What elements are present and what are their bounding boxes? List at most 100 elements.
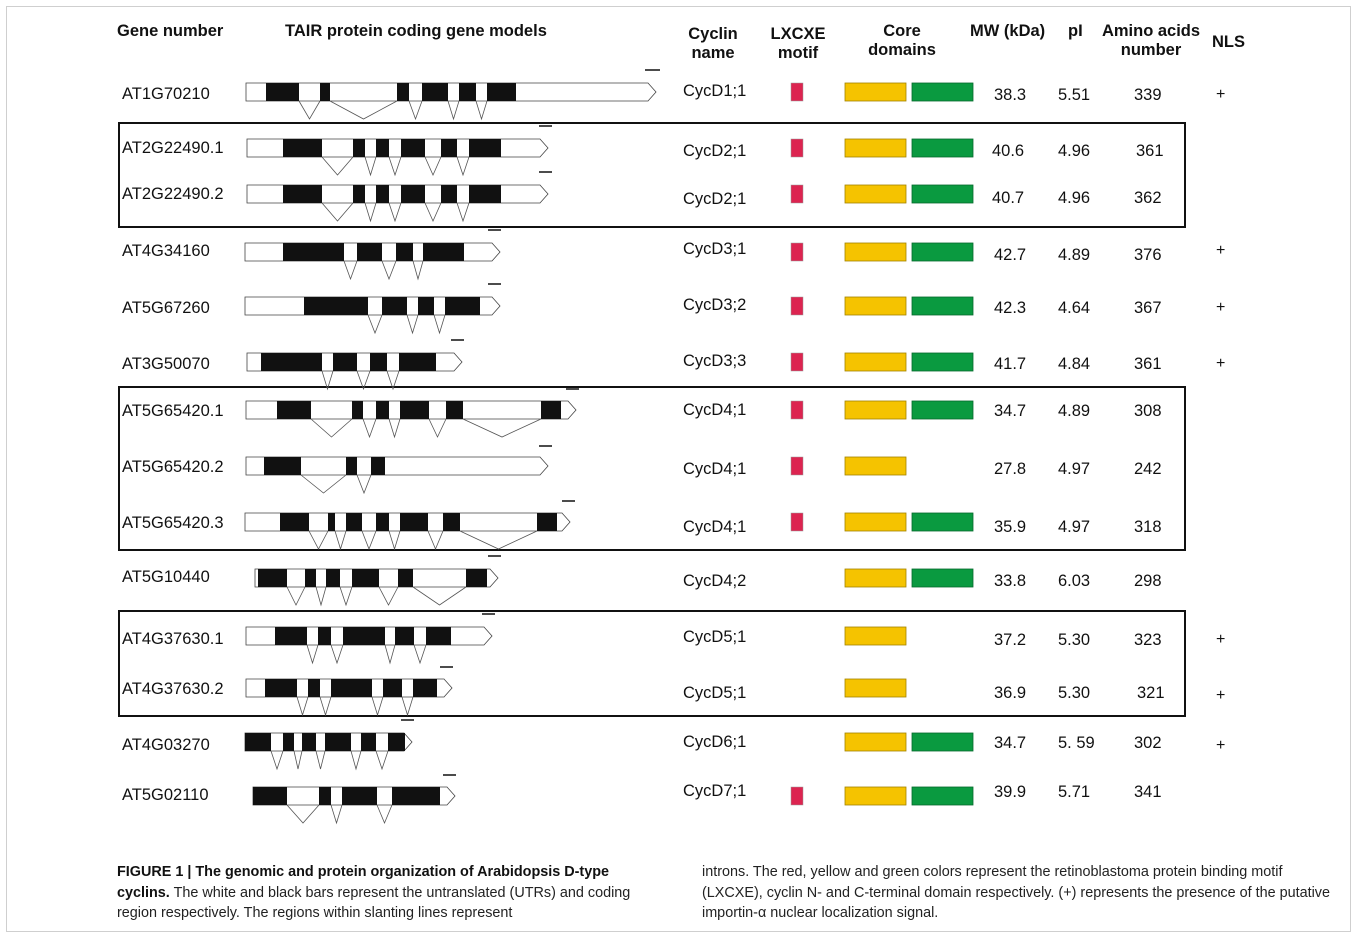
intron-line-1-3 bbox=[408, 100, 423, 121]
lxcxe-motif-9 bbox=[790, 512, 804, 532]
intron-gap-2-2 bbox=[365, 139, 376, 157]
aa-value: 367 bbox=[1134, 299, 1162, 317]
intron-gap-8-2 bbox=[357, 457, 371, 475]
intron-line-12-3 bbox=[371, 696, 384, 717]
exon-10-6 bbox=[466, 569, 487, 587]
intron-line-14-3 bbox=[376, 804, 393, 825]
intron-gap-5-2 bbox=[407, 297, 418, 315]
exon-1-4 bbox=[422, 83, 448, 101]
lxcxe-motif-5 bbox=[790, 296, 804, 316]
exon-13-3 bbox=[302, 733, 316, 751]
intron-line-7-5 bbox=[462, 418, 542, 438]
cyclin-name: CycD6;1 bbox=[683, 733, 747, 751]
group-box-cycd4-1 bbox=[118, 386, 1186, 551]
exon-6-1 bbox=[261, 353, 322, 371]
intron-gap-1-5 bbox=[476, 83, 487, 101]
intron-line-1-1 bbox=[298, 100, 321, 120]
intron-line-7-1 bbox=[310, 418, 353, 438]
mw-value: 42.7 bbox=[994, 246, 1027, 264]
intron-gap-12-4 bbox=[402, 679, 413, 697]
intron-gap-11-2 bbox=[331, 627, 343, 645]
cyclin-name: CycD5;1 bbox=[683, 684, 747, 702]
intron-gap-3-2 bbox=[365, 185, 376, 203]
cyclin-n-domain-11 bbox=[844, 626, 907, 646]
exon-2-3 bbox=[376, 139, 389, 157]
gene-id: AT5G65420.3 bbox=[122, 514, 224, 532]
intron-gap-9-6 bbox=[460, 513, 537, 531]
intron-line-1-5 bbox=[475, 100, 488, 121]
exon-7-2 bbox=[352, 401, 363, 419]
intron-line-2-3 bbox=[388, 156, 402, 177]
intron-line-13-3 bbox=[315, 750, 326, 770]
exon-7-4 bbox=[400, 401, 429, 419]
intron-line-6-3 bbox=[386, 370, 400, 391]
intron-gap-5-1 bbox=[368, 297, 382, 315]
intron-gap-2-3 bbox=[389, 139, 401, 157]
exon-10-1 bbox=[258, 569, 287, 587]
intron-gap-12-1 bbox=[297, 679, 308, 697]
cyclin-n-domain-12 bbox=[844, 678, 907, 698]
cyclin-name: CycD7;1 bbox=[683, 782, 747, 800]
nls-value: + bbox=[1216, 242, 1226, 259]
cyclin-c-domain-14 bbox=[911, 786, 974, 806]
nls-value: + bbox=[1216, 355, 1226, 372]
exon-14-2 bbox=[319, 787, 331, 805]
pi-value: 4.89 bbox=[1058, 402, 1091, 420]
cyclin-name: CycD4;2 bbox=[683, 572, 747, 590]
intron-line-4-3 bbox=[412, 260, 424, 281]
intron-line-11-4 bbox=[413, 644, 427, 665]
intron-gap-9-5 bbox=[428, 513, 443, 531]
mw-value: 34.7 bbox=[994, 402, 1027, 420]
intron-gap-4-1 bbox=[344, 243, 357, 261]
cyclin-name: CycD4;1 bbox=[683, 460, 747, 478]
exon-14-4 bbox=[392, 787, 440, 805]
aa-value: 321 bbox=[1137, 684, 1165, 702]
group-box-cycd5 bbox=[118, 610, 1186, 717]
exon-12-3 bbox=[331, 679, 372, 697]
exon-1-1 bbox=[266, 83, 299, 101]
aa-value: 318 bbox=[1134, 518, 1162, 536]
pi-value: 4.96 bbox=[1058, 189, 1091, 207]
gene-id: AT5G65420.1 bbox=[122, 402, 224, 420]
header-lxcxe-motif: LXCXE motif bbox=[770, 25, 826, 62]
exon-12-5 bbox=[413, 679, 437, 697]
intron-gap-6-3 bbox=[387, 353, 399, 371]
intron-line-9-6 bbox=[459, 530, 538, 550]
intron-gap-11-3 bbox=[385, 627, 395, 645]
nls-value: + bbox=[1216, 631, 1226, 648]
intron-line-7-4 bbox=[428, 418, 447, 438]
intron-line-5-3 bbox=[433, 314, 446, 335]
header-gene-models: TAIR protein coding gene models bbox=[285, 22, 547, 40]
exon-5-1 bbox=[304, 297, 368, 315]
intron-gap-14-2 bbox=[331, 787, 342, 805]
exon-4-4 bbox=[423, 243, 464, 261]
cyclin-name: CycD1;1 bbox=[683, 82, 747, 100]
intron-gap-12-3 bbox=[372, 679, 383, 697]
intron-gap-7-3 bbox=[389, 401, 400, 419]
intron-line-9-3 bbox=[361, 530, 377, 551]
intron-gap-3-5 bbox=[457, 185, 469, 203]
pi-value: 4.97 bbox=[1058, 518, 1091, 536]
aa-value: 376 bbox=[1134, 246, 1162, 264]
exon-11-3 bbox=[343, 627, 385, 645]
cyclin-c-domain-10 bbox=[911, 568, 974, 588]
cyclin-c-domain-13 bbox=[911, 732, 974, 752]
exon-11-1 bbox=[275, 627, 307, 645]
cyclin-n-domain-9 bbox=[844, 512, 907, 532]
mw-value: 37.2 bbox=[994, 631, 1027, 649]
intron-gap-12-2 bbox=[320, 679, 331, 697]
intron-line-9-2 bbox=[334, 530, 347, 551]
cyclin-name: CycD3;2 bbox=[683, 296, 747, 314]
cyclin-n-domain-6 bbox=[844, 352, 907, 372]
intron-gap-11-1 bbox=[307, 627, 318, 645]
intron-gap-10-3 bbox=[340, 569, 352, 587]
mw-value: 33.8 bbox=[994, 572, 1027, 590]
exon-9-3 bbox=[346, 513, 362, 531]
intron-line-1-2 bbox=[329, 100, 398, 120]
intron-gap-14-1 bbox=[287, 787, 319, 805]
nls-value: + bbox=[1216, 737, 1226, 754]
intron-line-10-3 bbox=[339, 586, 353, 607]
intron-gap-7-2 bbox=[363, 401, 376, 419]
gene-id: AT4G03270 bbox=[122, 736, 210, 754]
lxcxe-motif-8 bbox=[790, 456, 804, 476]
